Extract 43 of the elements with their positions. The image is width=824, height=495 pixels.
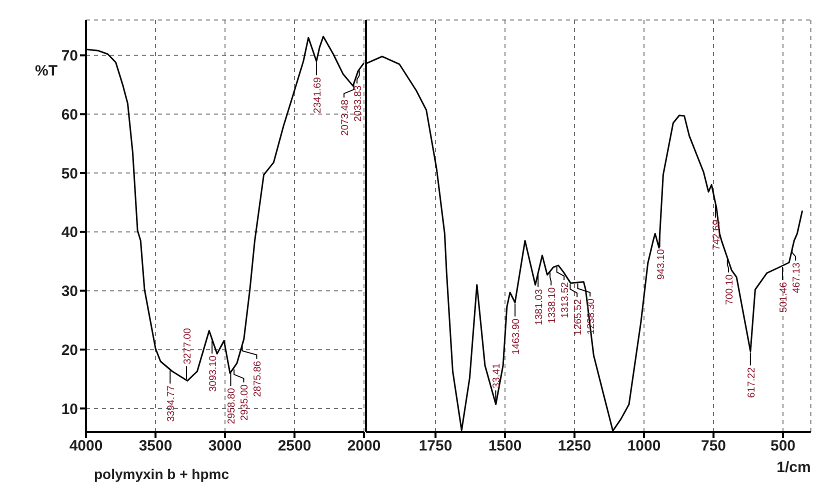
annotation: 467.13 bbox=[792, 262, 803, 294]
annotation: 1238.30 bbox=[586, 298, 598, 335]
y-tick-label: 40 bbox=[61, 224, 78, 242]
annotation: 2935.00 bbox=[240, 384, 251, 421]
annotation: 1338.10 bbox=[547, 286, 558, 324]
y-tick-label: 60 bbox=[61, 106, 78, 124]
y-tick-label: 30 bbox=[61, 283, 78, 300]
annotation: 2958.80 bbox=[226, 388, 238, 424]
annotation: 1313.52 bbox=[560, 282, 572, 318]
annotation: 700.10 bbox=[724, 274, 736, 305]
y-tick-label: 50 bbox=[61, 165, 78, 182]
annotation: 617.22 bbox=[746, 366, 758, 398]
annotation: 1463.90 bbox=[511, 318, 522, 355]
x-tick-label: 1500 bbox=[488, 438, 522, 455]
text: polymyxin b + hpmc bbox=[94, 466, 229, 482]
annotation: 2341.69 bbox=[312, 76, 324, 114]
annotation: 742.69 bbox=[712, 219, 723, 250]
annotation: 2033.83 bbox=[353, 85, 364, 122]
x-tick-label: 2500 bbox=[278, 438, 312, 455]
x-tick-label: 4000 bbox=[69, 438, 103, 455]
x-tick-label: 750 bbox=[700, 438, 726, 455]
annotation: 1265.52 bbox=[573, 298, 584, 336]
x-tick-label: 1250 bbox=[558, 438, 592, 455]
annotation: 3277.00 bbox=[182, 328, 194, 364]
x-tick-label: 2000 bbox=[347, 438, 381, 455]
x-tick-label: 3000 bbox=[208, 438, 242, 455]
annotation: 2875.86 bbox=[252, 360, 264, 398]
annotation: 2073.48 bbox=[340, 99, 351, 136]
x-axis-title: 1/cm bbox=[776, 459, 811, 476]
y-tick-label: 10 bbox=[61, 400, 78, 418]
annotation: 33.41 bbox=[492, 362, 503, 388]
annotation: 943.10 bbox=[656, 248, 667, 280]
annotation: 1381.03 bbox=[534, 288, 546, 326]
y-tick-label: 70 bbox=[61, 48, 78, 65]
annotation: 3394.77 bbox=[166, 385, 178, 422]
x-tick-label: 1750 bbox=[418, 438, 452, 455]
y-tick-label: 20 bbox=[61, 342, 78, 359]
y-axis-title: %T bbox=[35, 62, 58, 80]
x-tick-label: 1000 bbox=[627, 438, 661, 455]
annotation: 3093.10 bbox=[208, 355, 220, 392]
x-tick-label: 3500 bbox=[138, 438, 172, 455]
x-tick-label: 500 bbox=[770, 438, 796, 455]
annotation: 501.46 bbox=[778, 282, 790, 313]
